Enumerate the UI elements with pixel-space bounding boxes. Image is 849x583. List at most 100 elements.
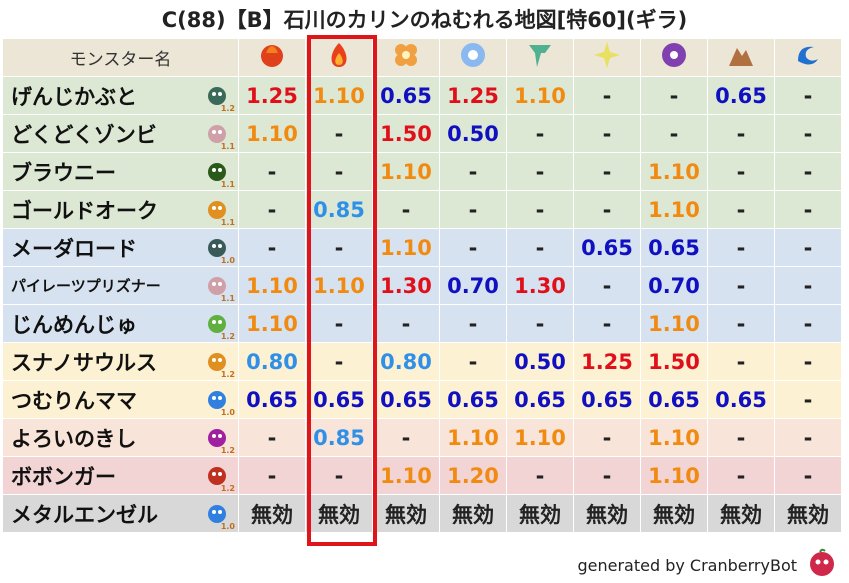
value-cell: 0.70: [439, 266, 507, 305]
monster-name: メタルエンゼル 1.0: [2, 494, 239, 533]
monster-icon: [206, 311, 228, 340]
value-cell: -: [573, 418, 641, 457]
value-cell: 0.65: [305, 380, 373, 419]
value-cell: 1.10: [506, 418, 574, 457]
value-cell: 1.25: [573, 342, 641, 381]
value-cell: -: [439, 228, 507, 267]
value-cell: -: [506, 456, 574, 495]
name-text: つむりんママ: [11, 388, 137, 413]
value-cell: -: [774, 456, 842, 495]
icon: [208, 353, 226, 371]
value-cell: 無効: [238, 494, 306, 533]
value-cell: -: [774, 114, 842, 153]
value-cell: 1.10: [372, 152, 440, 191]
icon: [208, 467, 226, 485]
value-cell: 0.65: [573, 380, 641, 419]
name-text: メーダロード: [11, 236, 137, 261]
element-icon: [707, 38, 775, 77]
monster-icon: [206, 235, 228, 264]
value-cell: -: [573, 190, 641, 229]
value-cell: -: [707, 228, 775, 267]
value-cell: -: [774, 266, 842, 305]
value-cell: -: [372, 190, 440, 229]
value-cell: -: [707, 266, 775, 305]
value-cell: 1.10: [506, 76, 574, 115]
value-cell: 無効: [506, 494, 574, 533]
value-cell: 1.20: [439, 456, 507, 495]
value-cell: -: [640, 76, 708, 115]
value-cell: 1.30: [506, 266, 574, 305]
level: 1.0: [220, 522, 235, 531]
level: 1.0: [220, 408, 235, 417]
monster-icon: [206, 159, 228, 188]
value-cell: 1.25: [238, 76, 306, 115]
level: 1.0: [220, 256, 235, 265]
value-cell: 無効: [774, 494, 842, 533]
monster-icon: [206, 197, 228, 226]
monster-name: パイレーツプリズナー 1.1: [2, 266, 239, 305]
value-cell: -: [238, 228, 306, 267]
icon: [331, 43, 347, 67]
value-cell: -: [774, 190, 842, 229]
icon: [208, 505, 226, 523]
icon: [208, 201, 226, 219]
value-cell: -: [707, 418, 775, 457]
value-cell: 0.50: [506, 342, 574, 381]
element-icon: [640, 38, 708, 77]
element-icon: [573, 38, 641, 77]
name-text: よろいのきし: [11, 426, 137, 451]
monster-icon: [206, 273, 228, 301]
value-cell: 1.50: [640, 342, 708, 381]
monster-row: スナノサウルス 1.2 0.80-0.80-0.50 1.25 1.50- -: [2, 342, 842, 381]
value-cell: 無効: [372, 494, 440, 533]
value-cell: 1.10: [238, 266, 306, 305]
icon: [594, 42, 620, 68]
value-cell: 無効: [305, 494, 373, 533]
monster-icon: [206, 501, 228, 530]
value-cell: -: [573, 152, 641, 191]
monster-row: じんめんじゅ 1.2 1.10- - - - -1.10- -: [2, 304, 842, 343]
value-cell: -: [774, 76, 842, 115]
name-text: ゴールドオーク: [11, 198, 158, 223]
icon: [208, 391, 226, 409]
value-cell: -: [707, 342, 775, 381]
icon: [208, 87, 226, 105]
icon: [208, 277, 226, 295]
value-cell: -: [573, 76, 641, 115]
value-cell: -: [372, 418, 440, 457]
value-cell: -: [573, 456, 641, 495]
monster-name: ボボンガー 1.2: [2, 456, 239, 495]
monster-row: げんじかぶと 1.2 1.25 1.10 0.65 1.25 1.10- -0.65-: [2, 76, 842, 115]
value-cell: -: [707, 456, 775, 495]
value-cell: -: [573, 114, 641, 153]
value-cell: -: [707, 152, 775, 191]
monster-icon: [206, 83, 228, 112]
value-cell: -: [774, 228, 842, 267]
value-cell: -: [305, 304, 373, 343]
value-cell: -: [305, 114, 373, 153]
value-cell: 1.10: [439, 418, 507, 457]
monster-name: メーダロード 1.0: [2, 228, 239, 267]
level: 1.1: [220, 142, 235, 151]
name-text: スナノサウルス: [11, 350, 157, 375]
value-cell: 0.65: [573, 228, 641, 267]
logo: [810, 548, 834, 576]
monster-name: どくどくゾンビ 1.1: [2, 114, 239, 153]
element-icon: [774, 38, 842, 77]
highlight-box: [307, 35, 377, 546]
level: 1.2: [220, 484, 235, 493]
monster-row: メーダロード 1.0- -1.10- -0.65 0.65- -: [2, 228, 842, 267]
monster-name: よろいのきし 1.2: [2, 418, 239, 457]
value-cell: 0.65: [707, 380, 775, 419]
monster-icon: [206, 349, 228, 378]
value-cell: 0.65: [439, 380, 507, 419]
icon: [208, 125, 226, 143]
value-cell: 1.50: [372, 114, 440, 153]
value-cell: -: [774, 418, 842, 457]
monster-row: つむりんママ 1.0 0.65 0.65 0.65 0.65 0.65 0.65 0.65 0.6…: [2, 380, 842, 419]
value-cell: 0.65: [640, 228, 708, 267]
value-cell: 0.85: [305, 418, 373, 457]
monster-icon: [206, 425, 228, 454]
element-icon: [238, 38, 306, 77]
level: 1.2: [220, 332, 235, 341]
